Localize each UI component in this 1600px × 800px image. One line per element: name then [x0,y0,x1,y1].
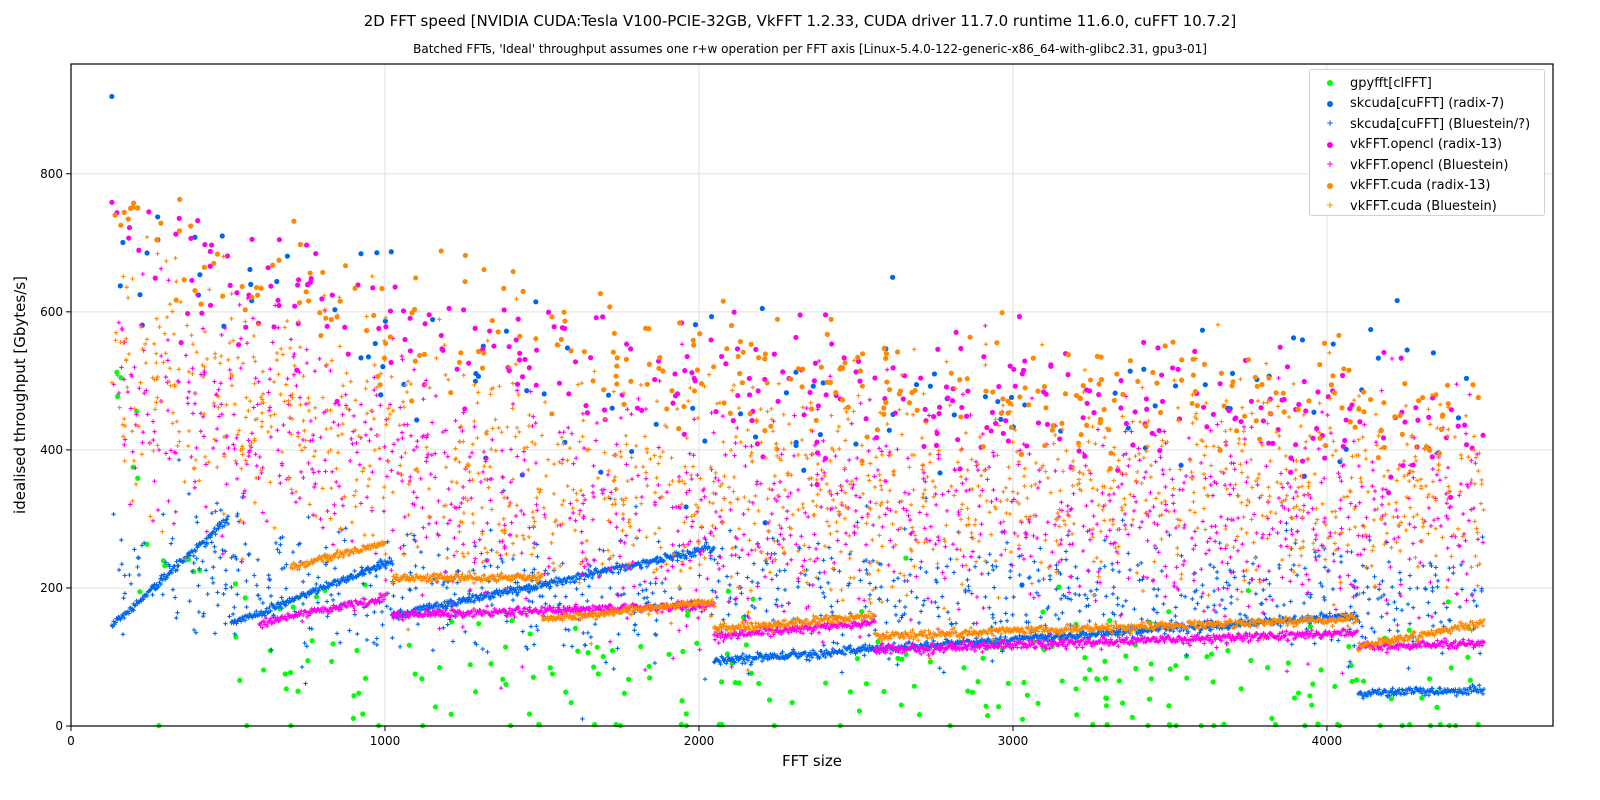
legend-label: vkFFT.opencl (Bluestein) [1350,158,1508,173]
y-tick-label: 800 [40,167,63,181]
legend-item: vkFFT.cuda (radix-13) [1310,176,1544,197]
x-axis-label: FFT size [71,752,1553,770]
x-tick-label: 1000 [370,734,401,748]
x-tick-label: 0 [67,734,75,748]
chart-subtitle: Batched FFTs, 'Ideal' throughput assumes… [0,42,1600,56]
legend-item: vkFFT.opencl (radix-13) [1310,135,1544,156]
legend-item: + vkFFT.opencl (Bluestein) [1310,155,1544,176]
x-tick-label: 2000 [684,734,715,748]
legend-item: skcuda[cuFFT] (radix-7) [1310,94,1544,115]
chart-title: 2D FFT speed [NVIDIA CUDA:Tesla V100-PCI… [0,12,1600,30]
dot-marker-icon [1310,80,1350,87]
legend-item: + vkFFT.cuda (Bluestein) [1310,196,1544,217]
y-tick-label: 0 [55,719,63,733]
y-axis-label: idealised throughput [Gbytes/s] [11,276,29,514]
legend-item: + skcuda[cuFFT] (Bluestein/?) [1310,114,1544,135]
plus-marker-icon: + [1310,119,1350,129]
legend-label: vkFFT.cuda (Bluestein) [1350,199,1497,214]
legend-label: skcuda[cuFFT] (Bluestein/?) [1350,117,1530,132]
dot-marker-icon [1310,100,1350,107]
data-points [109,93,1487,729]
axis-ticks: 0 1000 2000 3000 4000 0 200 400 600 800 [40,167,1342,748]
dot-marker-icon [1310,141,1350,148]
legend-label: vkFFT.cuda (radix-13) [1350,178,1490,193]
plot-frame [70,63,1554,727]
legend-item: gpyfft[clFFT] [1310,73,1544,94]
legend-label: vkFFT.opencl (radix-13) [1350,137,1502,152]
plus-marker-icon: + [1310,201,1350,211]
x-tick-label: 3000 [998,734,1029,748]
legend-label: skcuda[cuFFT] (radix-7) [1350,96,1504,111]
y-tick-label: 600 [40,305,63,319]
legend-label: gpyfft[clFFT] [1350,76,1432,91]
x-tick-label: 4000 [1312,734,1343,748]
legend: gpyfft[clFFT] skcuda[cuFFT] (radix-7) + skc… [1309,69,1545,216]
y-tick-label: 400 [40,443,63,457]
y-tick-label: 200 [40,581,63,595]
plus-marker-icon: + [1310,160,1350,170]
dot-marker-icon [1310,182,1350,189]
